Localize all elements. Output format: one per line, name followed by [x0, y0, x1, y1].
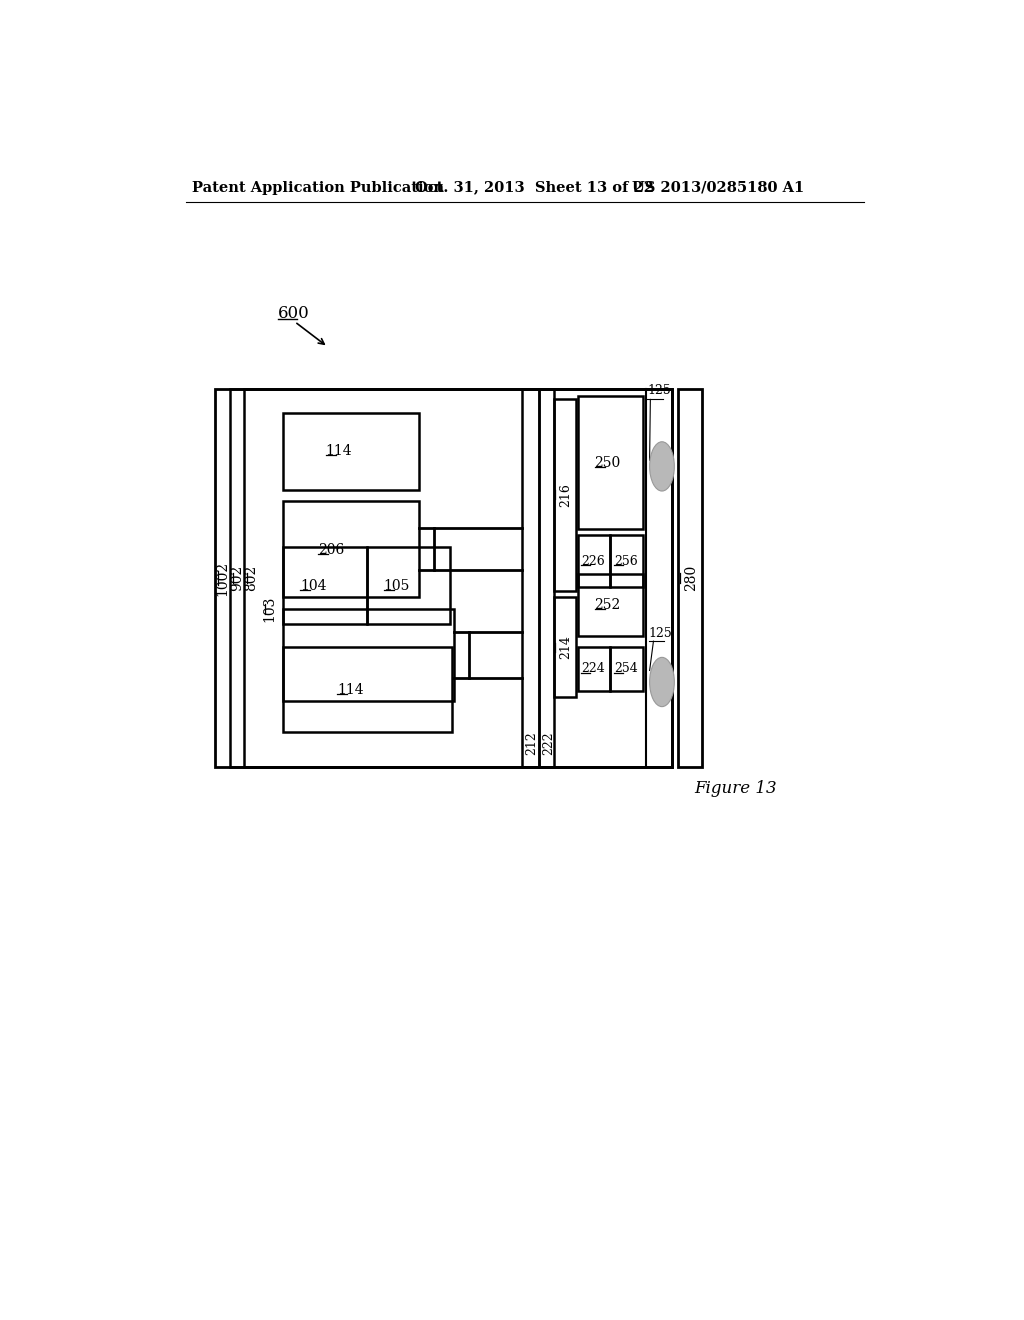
Text: 114: 114	[326, 444, 352, 458]
Text: 600: 600	[279, 305, 310, 322]
Bar	[578, 535, 610, 587]
Text: 214: 214	[559, 635, 571, 659]
Bar	[610, 535, 643, 587]
Bar	[610, 647, 643, 692]
Bar	[578, 396, 643, 529]
Text: 222: 222	[543, 731, 556, 755]
Text: 104: 104	[300, 578, 327, 593]
Bar	[283, 412, 419, 490]
Text: 280: 280	[684, 565, 698, 591]
Text: 226: 226	[582, 554, 605, 568]
Text: Patent Application Publication: Patent Application Publication	[191, 181, 443, 194]
Text: US 2013/0285180 A1: US 2013/0285180 A1	[632, 181, 804, 194]
Text: 105: 105	[384, 578, 411, 593]
Text: 902: 902	[230, 565, 245, 591]
Bar	[367, 548, 451, 624]
Bar	[283, 548, 367, 624]
Bar	[283, 609, 454, 701]
Bar	[215, 389, 672, 767]
Bar	[578, 574, 643, 636]
Bar	[245, 389, 672, 767]
Text: 125: 125	[647, 384, 671, 397]
Text: 224: 224	[582, 663, 605, 676]
Bar	[578, 647, 610, 692]
Text: 212: 212	[525, 731, 539, 755]
Text: 252: 252	[595, 598, 621, 612]
Text: 802: 802	[245, 565, 258, 591]
Bar	[283, 647, 452, 733]
Text: 206: 206	[317, 543, 344, 557]
Text: Oct. 31, 2013  Sheet 13 of 22: Oct. 31, 2013 Sheet 13 of 22	[415, 181, 653, 194]
Ellipse shape	[649, 657, 675, 706]
Bar	[539, 389, 554, 767]
Text: 254: 254	[614, 663, 638, 676]
Bar	[283, 502, 419, 598]
Text: 256: 256	[614, 554, 638, 568]
Text: Figure 13: Figure 13	[693, 780, 776, 797]
Text: 114: 114	[337, 682, 364, 697]
Bar	[554, 597, 575, 697]
Text: 125: 125	[649, 627, 673, 640]
Ellipse shape	[649, 442, 675, 491]
Text: 250: 250	[595, 455, 621, 470]
Bar	[554, 399, 575, 591]
Bar	[678, 389, 701, 767]
Text: 103: 103	[262, 595, 276, 622]
Text: 216: 216	[559, 483, 571, 507]
Bar	[521, 389, 539, 767]
Bar	[230, 389, 672, 767]
Text: 1002: 1002	[215, 561, 229, 595]
